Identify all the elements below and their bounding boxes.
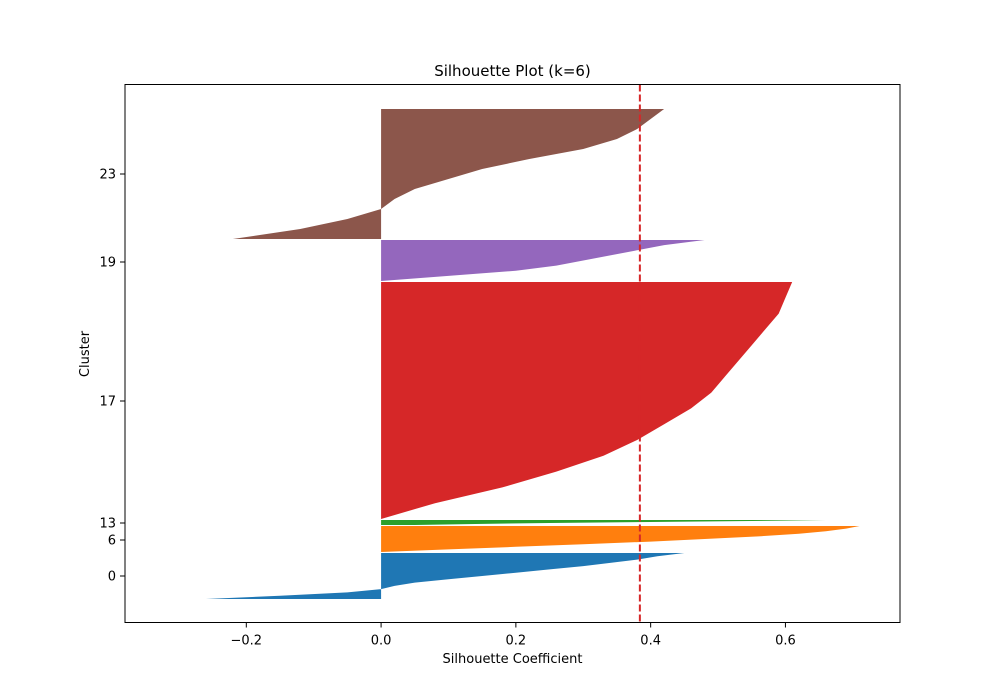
cluster-6-silhouette xyxy=(381,526,860,552)
y-tick-label: 17 xyxy=(99,395,116,410)
x-tick-label: −0.2 xyxy=(231,634,263,649)
x-axis-label: Silhouette Coefficient xyxy=(443,652,583,667)
x-tick-label: 0.2 xyxy=(506,634,527,649)
x-tick-label: 0.6 xyxy=(775,634,796,649)
cluster-19-silhouette xyxy=(381,240,705,281)
cluster-23-silhouette xyxy=(232,109,665,239)
y-tick-label: 23 xyxy=(99,168,116,183)
y-tick-label: 0 xyxy=(108,570,116,585)
plot-frame xyxy=(124,84,901,623)
y-tick-label: 6 xyxy=(108,534,116,549)
y-axis-label: Cluster xyxy=(78,330,93,377)
y-tick-label: 13 xyxy=(99,517,116,532)
cluster-0-silhouette xyxy=(205,553,685,599)
x-tick-label: 0.4 xyxy=(640,634,661,649)
cluster-17-silhouette xyxy=(381,282,793,519)
chart-title: Silhouette Plot (k=6) xyxy=(434,62,591,80)
cluster-13-silhouette xyxy=(381,520,826,525)
y-tick-label: 19 xyxy=(99,256,116,271)
x-tick-label: 0.0 xyxy=(371,634,392,649)
